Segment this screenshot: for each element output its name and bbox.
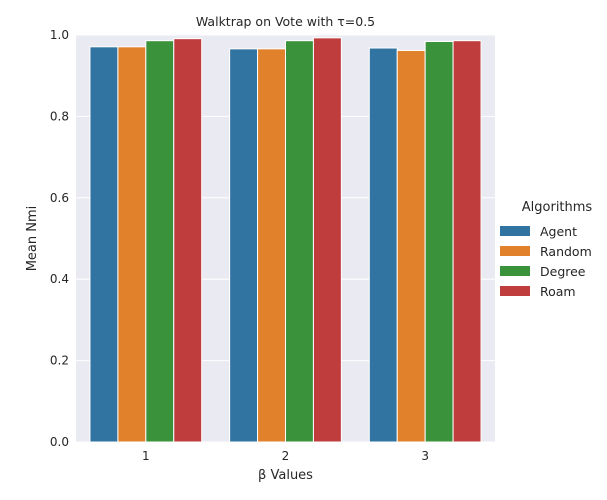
legend-label-roam: Roam <box>540 284 576 299</box>
bar-roam-2 <box>312 37 342 443</box>
bar-random-1 <box>117 46 147 443</box>
x-tick-label: 2 <box>282 449 290 463</box>
bar-degree-3 <box>424 41 454 443</box>
y-tick-label: 0.8 <box>50 109 69 123</box>
y-tick-label: 0.2 <box>50 354 69 368</box>
y-tick-label: 0.4 <box>50 272 69 286</box>
bar-degree-1 <box>145 40 175 443</box>
legend-label-random: Random <box>540 244 592 259</box>
legend-swatch-roam <box>500 286 530 296</box>
bar-agent-3 <box>368 47 398 443</box>
x-tick-label: 1 <box>142 449 150 463</box>
bars <box>89 37 482 443</box>
y-axis-ticks: 0.0 0.2 0.4 0.6 0.8 1.0 <box>50 28 69 449</box>
bar-random-3 <box>396 49 426 443</box>
bar-agent-2 <box>229 48 259 443</box>
legend-swatch-degree <box>500 266 530 276</box>
legend-swatch-agent <box>500 226 530 236</box>
legend-title: Algorithms <box>522 200 593 215</box>
legend-label-agent: Agent <box>540 224 577 239</box>
chart-title: Walktrap on Vote with τ=0.5 <box>196 14 375 29</box>
x-tick-label: 3 <box>421 449 429 463</box>
legend-swatch-random <box>500 246 530 256</box>
y-tick-label: 0.6 <box>50 191 69 205</box>
bar-agent-1 <box>89 46 119 443</box>
y-tick-label: 0.0 <box>50 435 69 449</box>
bar-roam-1 <box>173 38 203 443</box>
legend: Algorithms Agent Random Degree Roam <box>500 200 592 299</box>
legend-label-degree: Degree <box>540 264 586 279</box>
bar-roam-3 <box>452 40 482 443</box>
bar-degree-2 <box>285 40 314 443</box>
bar-random-2 <box>257 48 287 443</box>
x-axis-ticks: 1 2 3 <box>142 449 429 463</box>
y-tick-label: 1.0 <box>50 28 69 42</box>
x-axis-label: β Values <box>258 468 313 483</box>
y-axis-label: Mean Nmi <box>25 206 40 272</box>
